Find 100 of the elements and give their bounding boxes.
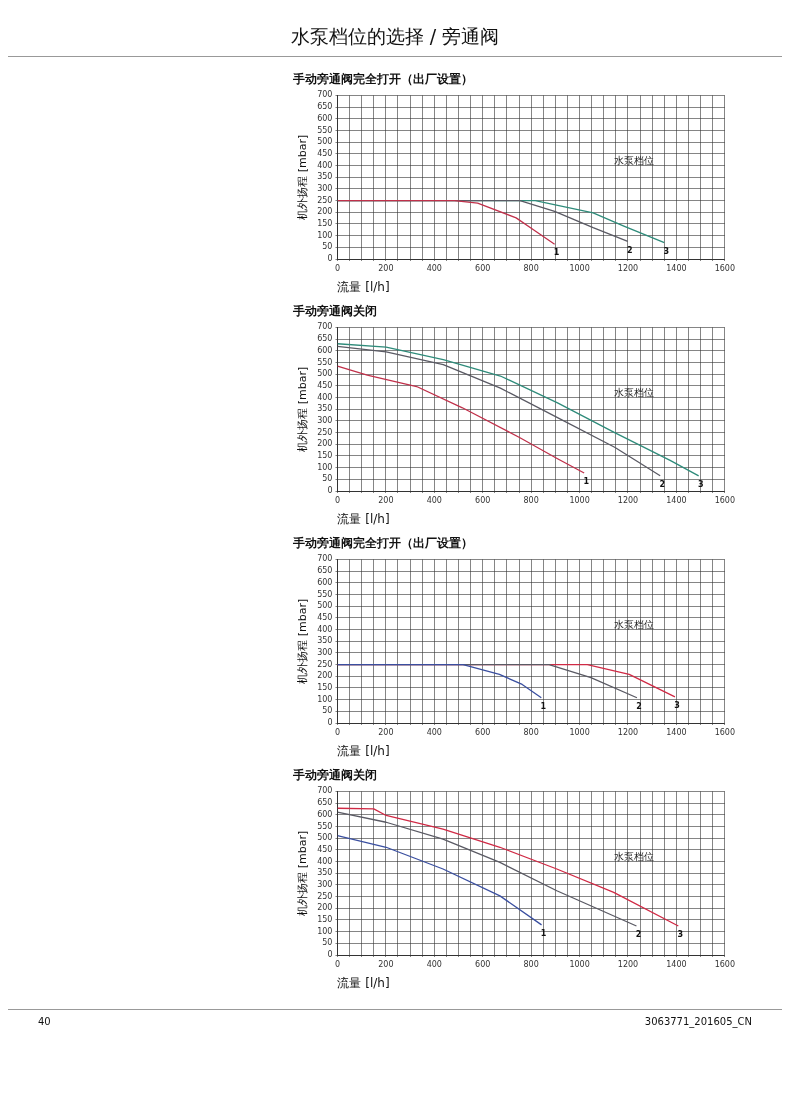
- x-tick-label: 200: [378, 495, 394, 505]
- x-tick-label: 0: [334, 495, 341, 505]
- y-tick-label: 500: [317, 137, 333, 147]
- y-tick-label: 150: [317, 451, 333, 461]
- y-tick-label: 700: [317, 786, 333, 796]
- x-tick-label: 1400: [666, 495, 687, 505]
- x-axis-title: 流量 [l/h]: [337, 511, 390, 526]
- x-tick-label: 1200: [617, 495, 639, 505]
- y-tick-label: 0: [327, 718, 333, 728]
- y-tick-label: 100: [317, 462, 333, 472]
- series-label: 2: [636, 701, 642, 711]
- series-label: 1: [553, 248, 560, 258]
- legend-title: 水泵档位: [613, 619, 654, 631]
- y-tick-label: 600: [317, 809, 333, 819]
- series-label: 3: [677, 930, 684, 940]
- y-tick-label: 350: [317, 172, 333, 182]
- x-tick-label: 200: [378, 263, 394, 273]
- y-tick-label: 150: [317, 683, 333, 693]
- y-tick-label: 650: [317, 334, 333, 344]
- y-tick-label: 650: [317, 566, 333, 576]
- x-axis-title: 流量 [l/h]: [337, 975, 390, 990]
- chart-title: 手动旁通阀完全打开（出厂设置）: [292, 72, 473, 87]
- y-tick-label: 500: [317, 833, 333, 843]
- series-label: 2: [626, 245, 633, 255]
- y-tick-label: 650: [317, 798, 333, 808]
- x-tick-label: 600: [475, 495, 491, 505]
- x-tick-label: 1000: [569, 727, 590, 737]
- y-tick-label: 300: [317, 183, 333, 193]
- y-tick-label: 450: [317, 844, 333, 854]
- x-tick-label: 1200: [617, 263, 639, 273]
- x-tick-label: 1000: [569, 959, 590, 969]
- y-tick-label: 250: [317, 427, 333, 437]
- y-tick-label: 400: [317, 624, 333, 634]
- y-tick-label: 200: [317, 903, 333, 913]
- series-label: 3: [663, 246, 670, 256]
- chart-title: 手动旁通阀完全打开（出厂设置）: [292, 536, 473, 551]
- x-axis-title: 流量 [l/h]: [337, 279, 390, 294]
- chart-title: 手动旁通阀关闭: [292, 304, 377, 319]
- y-tick-label: 350: [317, 636, 333, 646]
- x-tick-label: 1200: [617, 959, 639, 969]
- x-tick-label: 1400: [666, 263, 687, 273]
- y-tick-label: 0: [327, 950, 333, 960]
- x-tick-label: 1200: [617, 727, 639, 737]
- y-tick-label: 450: [317, 612, 333, 622]
- x-tick-label: 400: [426, 495, 442, 505]
- y-tick-label: 100: [317, 926, 333, 936]
- y-tick-label: 200: [317, 671, 333, 681]
- y-tick-label: 400: [317, 392, 333, 402]
- legend-title: 水泵档位: [613, 851, 654, 863]
- y-tick-label: 600: [317, 345, 333, 355]
- x-tick-label: 1600: [714, 727, 735, 737]
- y-tick-label: 200: [317, 439, 333, 449]
- x-tick-label: 800: [523, 263, 539, 273]
- y-tick-label: 550: [317, 589, 333, 599]
- y-tick-label: 650: [317, 102, 333, 112]
- y-tick-label: 700: [317, 554, 333, 564]
- x-tick-label: 0: [334, 263, 341, 273]
- series-label: 2: [659, 479, 665, 489]
- series-label: 3: [697, 479, 704, 489]
- y-tick-label: 250: [317, 891, 333, 901]
- y-tick-label: 250: [317, 195, 333, 205]
- y-tick-label: 550: [317, 357, 333, 367]
- x-tick-label: 0: [334, 959, 341, 969]
- x-tick-label: 600: [475, 263, 491, 273]
- y-axis-title: 机外扬程 [mbar]: [296, 830, 310, 916]
- series-label: 1: [540, 928, 547, 938]
- y-tick-label: 550: [317, 125, 333, 135]
- y-axis-title: 机外扬程 [mbar]: [296, 134, 310, 220]
- y-tick-label: 450: [317, 148, 333, 158]
- y-tick-label: 400: [317, 856, 333, 866]
- y-axis-title: 机外扬程 [mbar]: [296, 598, 310, 684]
- x-tick-label: 800: [523, 959, 539, 969]
- y-tick-label: 50: [322, 474, 333, 484]
- x-tick-label: 1600: [714, 263, 735, 273]
- x-tick-label: 800: [523, 727, 539, 737]
- x-tick-label: 0: [334, 727, 341, 737]
- y-tick-label: 400: [317, 160, 333, 170]
- y-tick-label: 50: [322, 938, 333, 948]
- text: 3063771_201605_CN: [644, 1016, 752, 1027]
- y-tick-label: 100: [317, 694, 333, 704]
- y-tick-label: 300: [317, 647, 333, 657]
- x-tick-label: 600: [475, 727, 491, 737]
- y-tick-label: 50: [322, 706, 333, 716]
- x-tick-label: 1000: [569, 495, 590, 505]
- y-tick-label: 600: [317, 113, 333, 123]
- text: 水泵档位的选择 / 旁通阀: [8, 8, 782, 57]
- y-tick-label: 300: [317, 415, 333, 425]
- y-axis-title: 机外扬程 [mbar]: [296, 366, 310, 452]
- y-tick-label: 500: [317, 369, 333, 379]
- series-label: 1: [540, 701, 547, 711]
- legend-title: 水泵档位: [613, 155, 654, 167]
- y-tick-label: 500: [317, 601, 333, 611]
- y-tick-label: 350: [317, 404, 333, 414]
- y-tick-label: 0: [327, 486, 333, 496]
- x-tick-label: 200: [378, 727, 394, 737]
- series-label: 2: [635, 930, 642, 940]
- x-tick-label: 1400: [666, 727, 687, 737]
- y-tick-label: 150: [317, 915, 333, 925]
- x-tick-label: 600: [475, 959, 491, 969]
- x-tick-label: 400: [426, 727, 442, 737]
